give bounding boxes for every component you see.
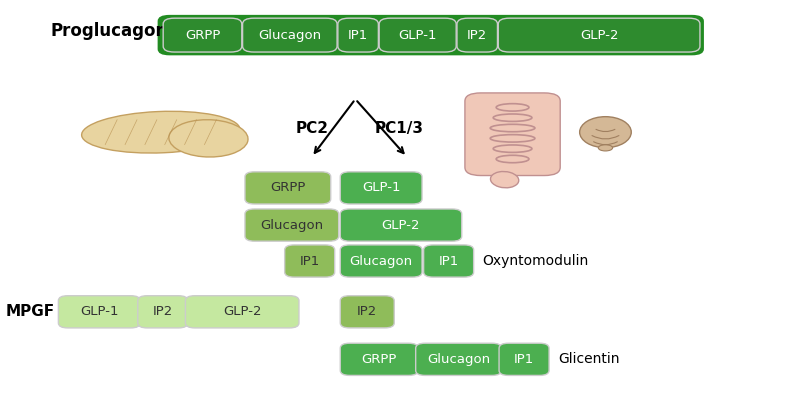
Text: GRPP: GRPP — [270, 181, 306, 195]
Text: GLP-2: GLP-2 — [223, 305, 262, 318]
FancyBboxPatch shape — [457, 18, 498, 52]
Text: Glucagon: Glucagon — [427, 353, 490, 366]
FancyBboxPatch shape — [138, 296, 188, 328]
FancyBboxPatch shape — [340, 172, 422, 204]
Text: IP1: IP1 — [438, 254, 458, 268]
Ellipse shape — [580, 116, 631, 147]
Text: PC2: PC2 — [295, 121, 328, 135]
FancyBboxPatch shape — [340, 209, 462, 241]
Text: PC1/3: PC1/3 — [374, 121, 423, 135]
Text: Glucagon: Glucagon — [350, 254, 413, 268]
Text: GLP-2: GLP-2 — [580, 28, 618, 42]
FancyBboxPatch shape — [245, 172, 330, 204]
FancyBboxPatch shape — [379, 18, 456, 52]
FancyBboxPatch shape — [424, 245, 474, 277]
Ellipse shape — [82, 111, 240, 153]
Ellipse shape — [598, 145, 613, 151]
Text: Glicentin: Glicentin — [558, 352, 619, 366]
Text: IP2: IP2 — [153, 305, 173, 318]
Text: GRPP: GRPP — [185, 28, 220, 42]
FancyBboxPatch shape — [465, 93, 560, 176]
Text: GLP-1: GLP-1 — [362, 181, 400, 195]
FancyBboxPatch shape — [340, 343, 418, 375]
Text: Glucagon: Glucagon — [258, 28, 322, 42]
FancyBboxPatch shape — [285, 245, 334, 277]
Text: IP2: IP2 — [467, 28, 487, 42]
FancyBboxPatch shape — [338, 18, 378, 52]
Text: GLP-1: GLP-1 — [398, 28, 437, 42]
Text: IP2: IP2 — [357, 305, 378, 318]
FancyBboxPatch shape — [340, 245, 422, 277]
Text: IP1: IP1 — [514, 353, 534, 366]
Text: Glucagon: Glucagon — [260, 218, 323, 232]
Ellipse shape — [169, 120, 248, 157]
Text: IP1: IP1 — [348, 28, 368, 42]
Text: MPGF: MPGF — [6, 304, 54, 319]
FancyBboxPatch shape — [499, 343, 549, 375]
FancyBboxPatch shape — [186, 296, 299, 328]
FancyBboxPatch shape — [242, 18, 337, 52]
Text: GRPP: GRPP — [362, 353, 397, 366]
FancyBboxPatch shape — [58, 296, 140, 328]
FancyBboxPatch shape — [163, 18, 242, 52]
Ellipse shape — [490, 171, 518, 188]
FancyBboxPatch shape — [245, 209, 338, 241]
FancyBboxPatch shape — [498, 18, 700, 52]
FancyBboxPatch shape — [158, 15, 704, 55]
FancyBboxPatch shape — [340, 296, 394, 328]
Text: Oxyntomodulin: Oxyntomodulin — [482, 254, 589, 268]
FancyBboxPatch shape — [416, 343, 502, 375]
Text: IP1: IP1 — [299, 254, 320, 268]
Text: Proglucagon: Proglucagon — [50, 22, 168, 40]
Text: GLP-1: GLP-1 — [80, 305, 118, 318]
Text: GLP-2: GLP-2 — [382, 218, 420, 232]
